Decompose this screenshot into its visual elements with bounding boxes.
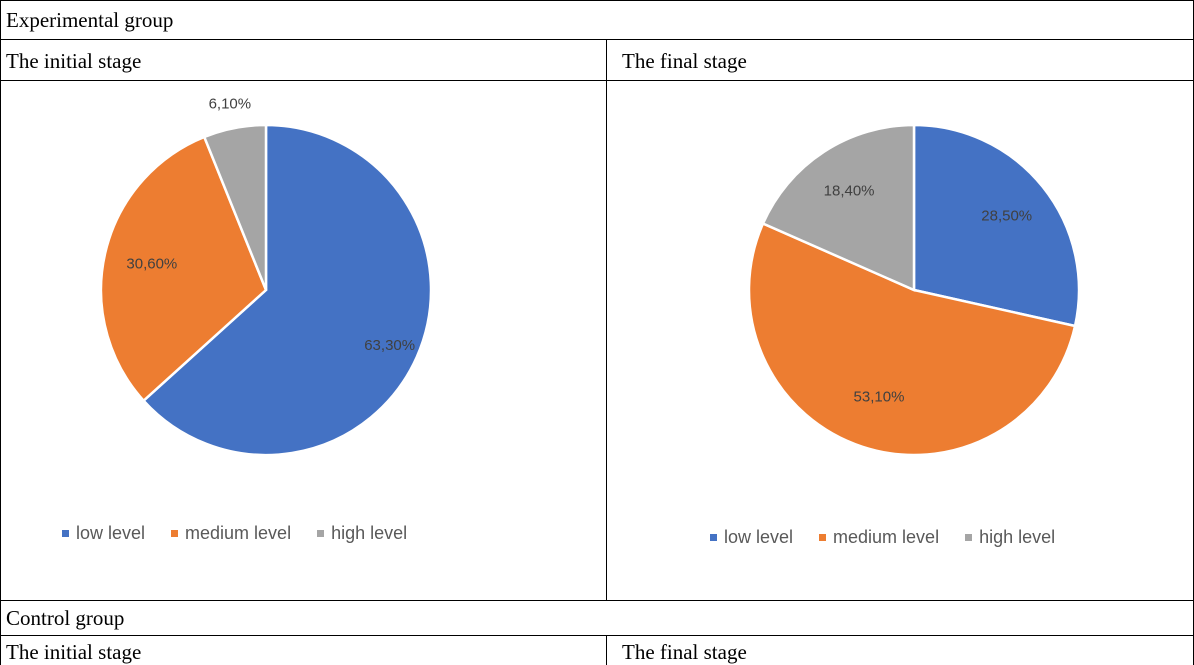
legend-item-low: low level [62,523,145,544]
table-column-divider [606,39,607,601]
legend-swatch-low [62,530,69,537]
initial-stage-legend: low level medium level high level [62,523,433,544]
legend-swatch-high [317,530,325,537]
legend-swatch-medium [171,530,179,537]
data-label-high: 6,10% [209,96,252,113]
experimental-group-title: Experimental group [6,8,174,32]
legend-swatch-high [965,534,973,541]
data-label-low: 63,30% [364,337,415,354]
legend-swatch-low [710,534,717,541]
pie-slice-medium [747,221,1077,457]
legend-item-medium: medium level [819,527,939,548]
legend-item-high: high level [317,523,407,544]
legend-swatch-medium [819,534,827,541]
initial-stage-pie-chart: 63,30% 30,60% 6,10% [99,96,433,457]
final-stage-pie-chart: 28,50% 53,10% 18,40% [747,123,1081,457]
pie-slice-medium [99,135,268,403]
pie-slice-high [202,123,268,291]
legend-label-medium: medium level [833,527,940,547]
table-row-divider [0,635,1194,636]
experimental-final-stage-title: The final stage [622,49,747,73]
pie-slice-low [141,123,433,457]
table-row-divider [0,600,1194,601]
legend-item-low: low level [710,527,793,548]
control-group-title: Control group [6,606,125,630]
legend-item-medium: medium level [171,523,291,544]
table-border-top [0,0,1194,1]
legend-label-high: high level [331,523,408,543]
pie-slice-low [912,123,1081,328]
pie-slice-high [761,123,916,292]
table-column-divider [606,635,607,665]
legend-label-low: low level [76,523,146,543]
final-stage-legend: low level medium level high level [710,527,1081,548]
legend-label-medium: medium level [185,523,292,543]
data-label-medium: 53,10% [854,389,905,406]
experimental-initial-stage-title: The initial stage [6,49,142,73]
table-border-left [0,0,1,665]
legend-label-high: high level [979,527,1056,547]
legend-item-high: high level [965,527,1055,548]
control-initial-stage-title: The initial stage [6,640,142,664]
table-row-divider [0,39,1194,40]
data-label-medium: 30,60% [126,256,177,273]
data-label-low: 28,50% [981,208,1032,225]
control-final-stage-title: The final stage [622,640,747,664]
legend-label-low: low level [724,527,794,547]
data-label-high: 18,40% [824,183,875,200]
table-row-divider [0,80,1194,81]
